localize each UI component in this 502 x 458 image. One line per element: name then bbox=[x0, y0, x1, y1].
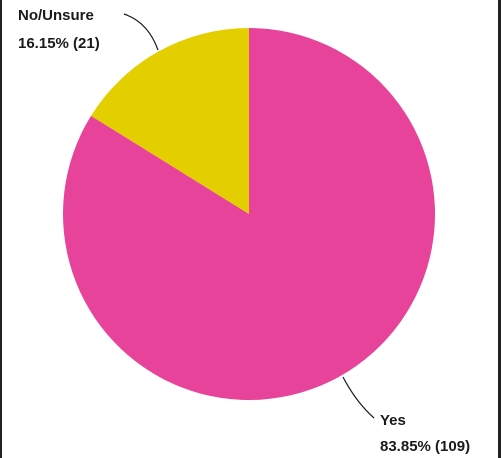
leader-line-no-unsure bbox=[123, 13, 159, 51]
left-border bbox=[0, 0, 2, 458]
slice-label-yes-value: 83.85% (109) bbox=[380, 438, 470, 455]
pie-slice-yes bbox=[62, 28, 436, 400]
right-border bbox=[498, 0, 501, 458]
leader-line-yes bbox=[342, 376, 375, 419]
slice-label-no-unsure-name: No/Unsure bbox=[18, 7, 94, 24]
pie-slice-no-unsure bbox=[91, 28, 250, 214]
pie-slices bbox=[62, 28, 436, 400]
slice-label-yes-name: Yes bbox=[380, 412, 406, 429]
slice-label-no-unsure-value: 16.15% (21) bbox=[18, 35, 100, 52]
